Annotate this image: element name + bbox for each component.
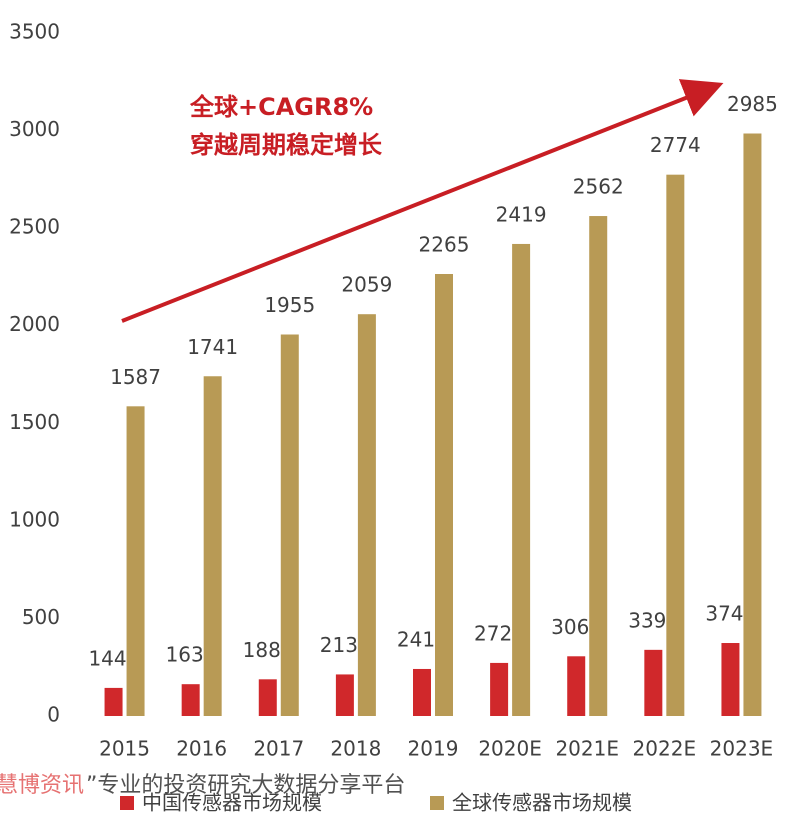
y-tick-label: 500 bbox=[22, 605, 60, 629]
bar bbox=[126, 406, 145, 716]
value-label: 241 bbox=[397, 627, 435, 651]
bar bbox=[104, 687, 123, 716]
legend-label: 全球传感器市场规模 bbox=[452, 791, 632, 815]
value-label: 1955 bbox=[264, 293, 315, 317]
x-tick-label: 2016 bbox=[176, 737, 227, 761]
bar bbox=[413, 668, 431, 716]
annotation: 穿越周期稳定增长 bbox=[190, 131, 383, 159]
x-tick-label: 2022E bbox=[633, 737, 697, 761]
value-label: 2985 bbox=[727, 92, 778, 116]
y-tick-label: 3000 bbox=[9, 117, 60, 141]
bar bbox=[181, 684, 200, 716]
y-tick-label: 2500 bbox=[9, 215, 60, 239]
bar bbox=[644, 649, 663, 716]
value-label: 163 bbox=[166, 643, 204, 667]
bar bbox=[258, 679, 277, 716]
bar bbox=[743, 133, 762, 717]
bar bbox=[203, 376, 222, 716]
value-label: 188 bbox=[243, 638, 281, 662]
legend-label: 中国传感器市场规模 bbox=[142, 791, 322, 815]
bar bbox=[512, 243, 531, 716]
y-tick-label: 1000 bbox=[9, 507, 60, 531]
x-tick-label: 2019 bbox=[408, 737, 459, 761]
x-tick-label: 2023E bbox=[710, 737, 774, 761]
y-tick-label: 3500 bbox=[9, 20, 60, 44]
value-label: 2419 bbox=[496, 202, 547, 226]
bar bbox=[335, 674, 354, 716]
annotation: 全球+CAGR8% bbox=[189, 93, 373, 121]
bar bbox=[721, 643, 740, 716]
x-tick-label: 2020E bbox=[478, 737, 542, 761]
value-label: 374 bbox=[705, 602, 743, 626]
legend-swatch bbox=[120, 796, 134, 810]
watermark: 慧博资讯 bbox=[0, 773, 84, 798]
value-label: 144 bbox=[88, 646, 126, 670]
y-tick-label: 2000 bbox=[9, 312, 60, 336]
value-label: 1741 bbox=[187, 335, 238, 359]
value-label: 213 bbox=[320, 633, 358, 657]
value-label: 272 bbox=[474, 621, 512, 645]
value-label: 1587 bbox=[110, 365, 161, 389]
bar bbox=[357, 314, 376, 716]
bar bbox=[280, 334, 299, 716]
bar bbox=[567, 656, 586, 716]
trend-arrow bbox=[121, 79, 724, 323]
y-tick-label: 0 bbox=[47, 703, 60, 727]
bar bbox=[589, 216, 608, 716]
watermark: ”专业的投资研究大数据分享平台 bbox=[86, 773, 405, 798]
bar bbox=[666, 174, 685, 717]
legend-swatch bbox=[430, 796, 444, 810]
x-tick-label: 2021E bbox=[555, 737, 619, 761]
value-label: 2059 bbox=[341, 273, 392, 297]
x-tick-label: 2015 bbox=[99, 737, 150, 761]
bar bbox=[435, 274, 453, 716]
bar bbox=[490, 662, 509, 716]
x-tick-label: 2018 bbox=[330, 737, 381, 761]
value-label: 339 bbox=[628, 608, 666, 632]
value-label: 306 bbox=[551, 615, 589, 639]
value-label: 2265 bbox=[419, 233, 470, 257]
value-label: 2562 bbox=[573, 175, 624, 199]
x-tick-label: 2017 bbox=[253, 737, 304, 761]
y-tick-label: 1500 bbox=[9, 410, 60, 434]
value-label: 2774 bbox=[650, 133, 701, 157]
